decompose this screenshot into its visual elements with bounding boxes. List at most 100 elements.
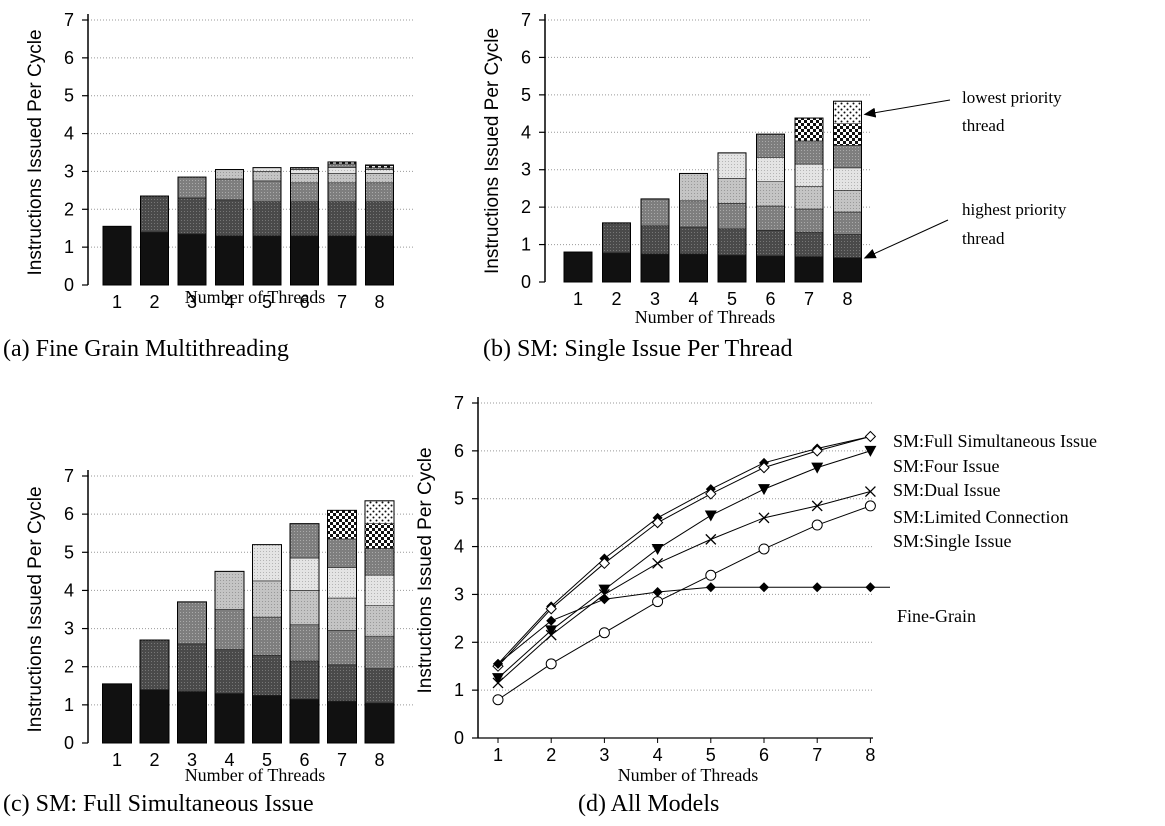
series-fine-grain: Fine-Grain — [493, 582, 976, 669]
bar-segment — [327, 167, 357, 174]
bar-outline — [290, 167, 319, 286]
bar-outline — [252, 167, 282, 286]
bar-outline — [679, 172, 708, 283]
y-axis-label: Instructions Issued Per Cycle — [415, 447, 436, 693]
x-tick-label: 8 — [374, 750, 384, 770]
series-label: SM:Dual Issue — [893, 480, 1001, 500]
bar-segment — [756, 133, 785, 158]
x-tick-label: 1 — [573, 289, 583, 309]
bar-segment — [756, 157, 785, 182]
bar-segment — [833, 234, 862, 258]
bar-segment — [327, 597, 357, 631]
y-tick-label: 4 — [521, 122, 531, 142]
x-tick-label: 3 — [650, 289, 660, 309]
x-tick-label: 4 — [653, 745, 663, 765]
bar-outline — [215, 169, 244, 286]
y-tick-label: 0 — [64, 733, 74, 753]
bar-segment — [327, 182, 357, 203]
y-tick-label: 1 — [64, 237, 74, 257]
point-marker — [651, 543, 664, 555]
point-marker — [705, 488, 717, 500]
point-marker-stroke — [492, 677, 504, 689]
y-tick-label: 3 — [64, 619, 74, 639]
bar-segment — [215, 235, 244, 286]
bar-segment — [365, 182, 394, 203]
y-tick-label: 0 — [521, 272, 531, 292]
chart-caption: (a) Fine Grain Multithreading — [3, 336, 289, 362]
bar-outline — [364, 500, 395, 744]
point-marker — [598, 627, 610, 639]
point-marker — [758, 543, 770, 555]
bar-segment — [290, 182, 319, 203]
bar-segment — [252, 544, 282, 582]
x-tick-label: 1 — [112, 750, 122, 770]
bar-segment — [139, 689, 170, 744]
y-tick-label: 7 — [64, 466, 74, 486]
bar-segment — [215, 199, 244, 237]
x-tick-label: 7 — [337, 750, 347, 770]
y-tick-label: 5 — [64, 542, 74, 562]
y-tick-label: 6 — [64, 504, 74, 524]
point-marker — [864, 486, 876, 497]
bar-segment — [327, 201, 357, 237]
series-line — [497, 436, 871, 667]
bar-segment — [640, 225, 670, 255]
bar-segment — [756, 255, 785, 283]
point-marker-stroke — [811, 500, 823, 512]
x-tick-label: 2 — [546, 745, 556, 765]
bar-segment — [327, 664, 357, 702]
bar-segment — [679, 173, 708, 202]
y-tick-label: 6 — [454, 441, 464, 461]
bar-segment — [833, 123, 862, 146]
series-line — [497, 491, 871, 684]
bar-segment — [290, 235, 319, 286]
point-marker-stroke — [864, 486, 876, 497]
y-tick-label: 6 — [521, 47, 531, 67]
y-axis-label: Instructions Issued Per Cycle — [25, 29, 46, 275]
bar-segment — [252, 616, 282, 656]
chart-caption: (d) All Models — [578, 791, 719, 817]
bar-segment — [640, 198, 670, 227]
bar-segment — [794, 256, 824, 283]
bar-segment — [365, 201, 394, 237]
point-marker — [705, 582, 716, 593]
x-tick-label: 6 — [765, 289, 775, 309]
bar-outline — [833, 100, 862, 283]
point-marker — [546, 615, 557, 626]
arrow-highest-priority — [863, 219, 949, 259]
y-tick-label: 2 — [64, 657, 74, 677]
point-marker — [599, 594, 610, 605]
y-tick-label: 0 — [64, 275, 74, 295]
bar-outline — [252, 544, 282, 744]
bar-segment — [252, 201, 282, 237]
point-marker — [705, 569, 717, 581]
bar-segment — [327, 538, 357, 568]
bar-segment — [365, 173, 394, 184]
chart-b: 0 1 2 3 4 5 6 7 Instructions Issued Per Cycle Num… — [482, 10, 1067, 362]
bar-segment — [177, 233, 207, 286]
point-marker-stroke — [652, 557, 664, 569]
point-marker — [758, 461, 770, 474]
bar-segment — [289, 624, 320, 662]
bar-outline — [640, 198, 670, 283]
bar-segment — [102, 226, 132, 286]
bar-segment — [177, 691, 207, 744]
y-tick-label: 7 — [64, 10, 74, 30]
x-tick-label: 8 — [865, 745, 875, 765]
bar-segment — [717, 254, 747, 283]
point-marker-stroke — [545, 629, 557, 641]
bar-segment — [327, 567, 357, 599]
bar-outline — [327, 509, 357, 744]
series-line — [497, 436, 871, 665]
y-axis-label: Instructions Issued Per Cycle — [482, 28, 503, 274]
bar-segment — [756, 230, 785, 257]
y-tick-label: 6 — [64, 48, 74, 68]
x-tick-label: 5 — [706, 745, 716, 765]
y-tick-label: 3 — [521, 160, 531, 180]
y-tick-label: 1 — [454, 680, 464, 700]
series-sm-dual-issue: SM:Dual Issue — [492, 445, 1001, 685]
bar-segment — [563, 251, 593, 283]
annotation-highest-priority: highest priority — [962, 200, 1067, 219]
bar-segment — [177, 197, 207, 235]
x-tick-label: 4 — [224, 750, 234, 770]
